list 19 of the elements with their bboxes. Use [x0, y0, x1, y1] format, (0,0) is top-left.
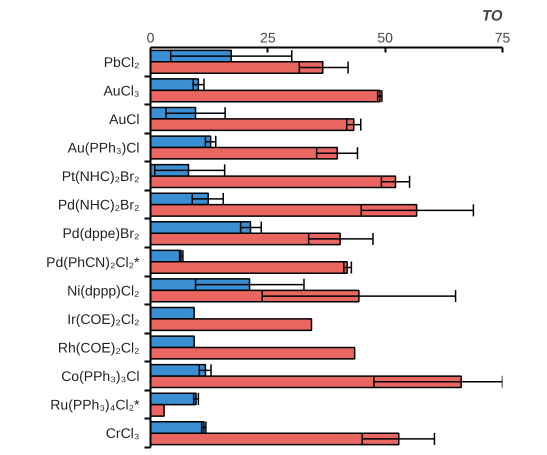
y-tick-label: AuCl: [109, 110, 140, 127]
x-tick-label: 25: [260, 30, 276, 46]
x-tick-label: 75: [494, 30, 510, 46]
y-tick-label: Rh(COE)₂Cl₂: [58, 340, 140, 356]
x-tick-label: 0: [146, 30, 155, 46]
y-tick-label: CrCl₃: [106, 425, 140, 442]
y-tick-label: Pt(NHC)₂Br₂: [62, 168, 140, 184]
y-tick-label: AuCl₃: [103, 82, 140, 98]
x-axis-title: TO: [482, 8, 503, 24]
y-tick-label: PbCl₂: [104, 54, 140, 70]
y-tick-label: Au(PPh₃)Cl: [68, 140, 140, 156]
y-tick-label: Pd(PhCN)₂Cl₂*: [46, 254, 140, 270]
y-tick-label: Pd(dppe)Br₂: [62, 225, 140, 242]
y-tick-label: Ir(COE)₂Cl₂: [67, 310, 140, 327]
y-tick-label: Ni(dppp)Cl₂: [67, 282, 140, 298]
y-tick-label: Co(PPh₃)₃Cl: [61, 368, 140, 384]
x-tick-label: 50: [377, 30, 394, 46]
y-tick-label: Ru(PPh₃)₄Cl₂*: [50, 396, 140, 413]
y-tick-label: Pd(NHC)₂Br₂: [58, 196, 140, 213]
